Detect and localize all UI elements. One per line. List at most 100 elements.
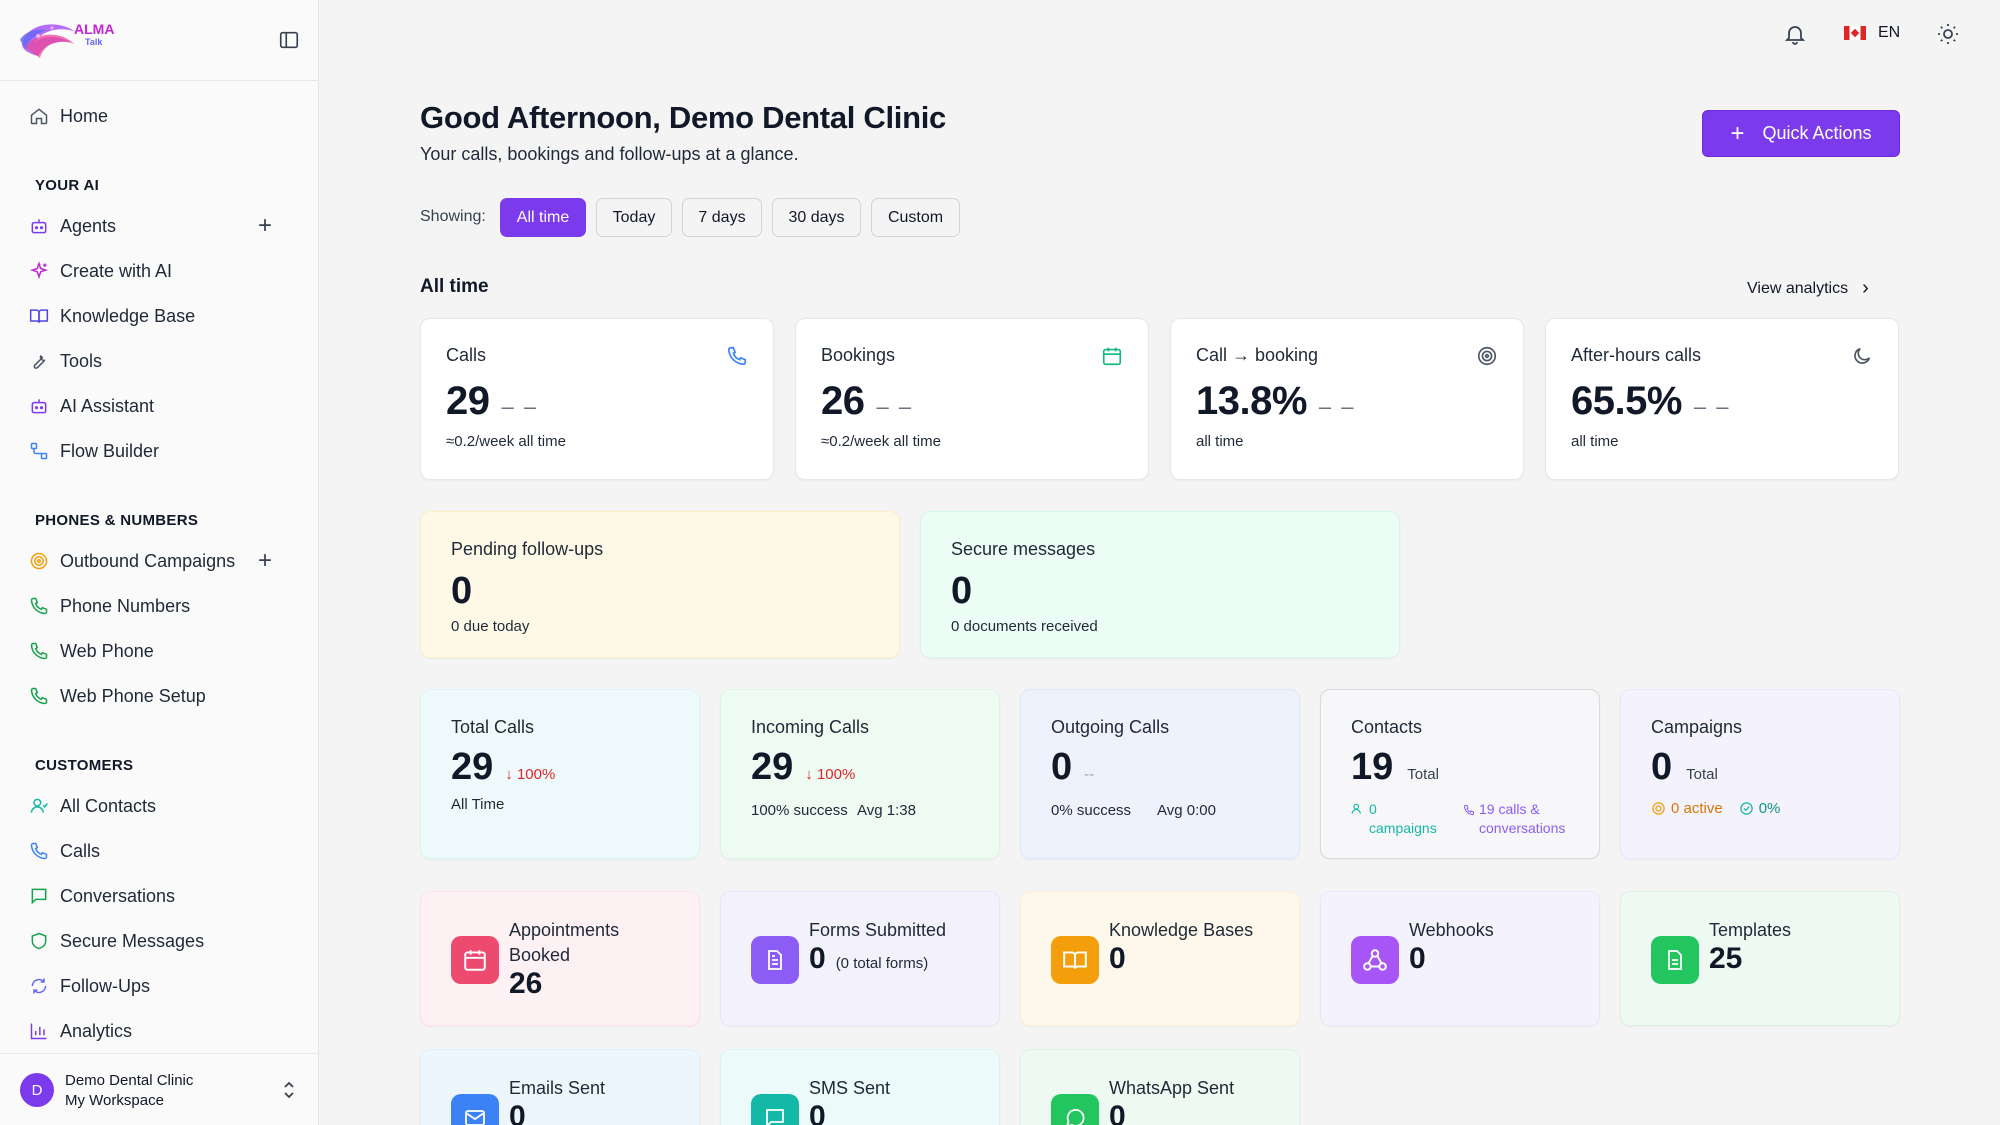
sidebar-item-web-phone-setup[interactable]: Web Phone Setup [29,681,206,711]
feature-whatsapp-sent[interactable]: WhatsApp Sent 0 [1020,1049,1300,1125]
phone-icon [29,596,49,616]
metric-success: 0% success [1051,802,1132,819]
sidebar-item-agents[interactable]: Agents [29,211,116,241]
stat-value: 13.8% – – [1196,379,1356,424]
metric-incoming-calls[interactable]: Incoming Calls 29 ↓ 100% 100% success Avg… [720,689,1000,859]
sidebar-item-conversations[interactable]: Conversations [29,881,175,911]
sparkles-icon [29,261,49,281]
feature-sms-sent[interactable]: SMS Sent 0 [720,1049,1000,1125]
brand-logo[interactable] [16,14,116,64]
sidebar-item-all-contacts[interactable]: All Contacts [29,791,156,821]
sidebar-item-secure-messages[interactable]: Secure Messages [29,926,204,956]
stat-sub: all time [1196,433,1244,450]
sidebar-item-label: Web Phone Setup [60,685,206,706]
section-title-your-ai: YOUR AI [35,177,100,194]
feature-value: 0 [1109,942,1126,975]
tile-pending-follow-ups[interactable]: Pending follow-ups 0 0 due today [420,511,900,658]
feature-value: 0 (0 total forms) [809,942,928,976]
phone-icon [1463,805,1474,816]
section-title: All time [420,276,489,297]
workspace-switcher[interactable]: D Demo Dental Clinic My Workspace [0,1053,319,1125]
whatsapp-icon [1051,1094,1099,1125]
filter-all-time[interactable]: All time [500,198,586,237]
stat-card-call-booking[interactable]: Call → booking 13.8% – – all time [1170,318,1524,480]
sidebar-item-web-phone[interactable]: Web Phone [29,636,154,666]
stat-number: 13.8% [1196,379,1307,423]
brand-sub: Talk [85,37,103,47]
filter-custom[interactable]: Custom [871,198,960,237]
canada-flag-icon [1844,26,1866,40]
feature-appointments-booked[interactable]: Appointments Booked 26 [420,891,700,1026]
feature-forms-submitted[interactable]: Forms Submitted 0 (0 total forms) [720,891,1000,1026]
stat-card-bookings[interactable]: Bookings 26 – – ≈0.2/week all time [795,318,1149,480]
message-icon [29,886,49,906]
sun-icon[interactable] [1936,22,1960,46]
stat-value: 29 – – [446,379,538,424]
sidebar-item-create-with-ai[interactable]: Create with AI [29,256,172,286]
user-icon [29,796,49,816]
sidebar-item-outbound-campaigns[interactable]: Outbound Campaigns [29,546,235,576]
feature-label: Knowledge Bases [1109,920,1254,940]
sidebar-item-analytics[interactable]: Analytics [29,1016,132,1046]
users-icon [1351,803,1361,814]
refresh-icon [29,976,49,996]
feature-label: Emails Sent [509,1078,606,1098]
feature-webhooks[interactable]: Webhooks 0 [1320,891,1600,1026]
sidebar-toggle-icon[interactable] [278,29,300,51]
book-icon [1051,936,1099,984]
filter-7-days[interactable]: 7 days [682,198,762,237]
tile-sub: 0 due today [451,618,530,635]
feature-emails-sent[interactable]: Emails Sent 0 [420,1049,700,1125]
sidebar-item-label: Create with AI [60,260,173,281]
sidebar-item-tools[interactable]: Tools [29,346,102,376]
quick-actions-button[interactable]: + Quick Actions [1702,110,1900,157]
tile-secure-messages[interactable]: Secure messages 0 0 documents received [920,511,1400,658]
language-selector[interactable]: EN [1844,24,1900,42]
book-icon [29,306,49,326]
mail-icon [451,1094,499,1125]
add-campaign-button[interactable]: + [257,547,272,574]
sidebar-item-ai-assistant[interactable]: AI Assistant [29,391,154,421]
chevron-right-icon: › [1862,277,1869,299]
feature-label: Webhooks [1409,920,1494,940]
stat-label: Calls [446,345,487,365]
sidebar-item-knowledge-base[interactable]: Knowledge Base [29,301,195,331]
sidebar-item-label: AI Assistant [60,395,155,416]
feature-label: Appointments Booked [509,918,619,968]
metric-number: 19 [1351,746,1394,788]
sidebar-item-home[interactable]: Home [29,101,108,131]
contacts-campaigns: 0 campaigns [1351,800,1437,838]
metric-contacts[interactable]: Contacts 19 Total 0 campaigns 19 calls & co… [1320,689,1600,859]
metric-campaigns[interactable]: Campaigns 0 Total 0 active 0% [1620,689,1900,859]
sidebar-item-calls[interactable]: Calls [29,836,100,866]
sidebar-item-flow-builder[interactable]: Flow Builder [29,436,159,466]
view-analytics-link[interactable]: View analytics › [1747,277,1869,300]
filter-today[interactable]: Today [596,198,672,237]
feature-value: 0 [509,1100,526,1125]
metric-total-calls[interactable]: Total Calls 29 ↓ 100% All Time [420,689,700,859]
section-title-phones: PHONES & NUMBERS [35,512,199,529]
add-agent-button[interactable]: + [257,212,272,239]
metric-delta: ↓ 100% [505,766,556,783]
sidebar-item-label: Home [60,105,109,126]
campaigns-count: 0 [1369,801,1377,817]
metric-label: Contacts [1351,717,1423,737]
stat-value: 26 – – [821,379,913,424]
stat-card-calls[interactable]: Calls 29 – – ≈0.2/week all time [420,318,774,480]
sidebar-item-phone-numbers[interactable]: Phone Numbers [29,591,190,621]
stat-number: 26 [821,379,865,423]
feature-knowledge-bases[interactable]: Knowledge Bases 0 [1020,891,1300,1026]
stat-trend: – – [1693,394,1731,419]
shield-icon [29,931,49,951]
feature-templates[interactable]: Templates 25 [1620,891,1900,1026]
wrench-icon [29,351,49,371]
sidebar-item-label: Outbound Campaigns [60,550,236,571]
filter-30-days[interactable]: 30 days [772,198,861,237]
metric-outgoing-calls[interactable]: Outgoing Calls 0 -- 0% success Avg 0:00 [1020,689,1300,859]
metric-number: 29 [451,746,494,788]
sidebar-item-follow-ups[interactable]: Follow-Ups [29,971,150,1001]
stat-card-after-hours[interactable]: After-hours calls 65.5% – – all time [1545,318,1899,480]
metric-label: Incoming Calls [751,717,870,737]
bell-icon[interactable] [1783,22,1807,46]
page-title: Good Afternoon, Demo Dental Clinic [420,100,946,135]
